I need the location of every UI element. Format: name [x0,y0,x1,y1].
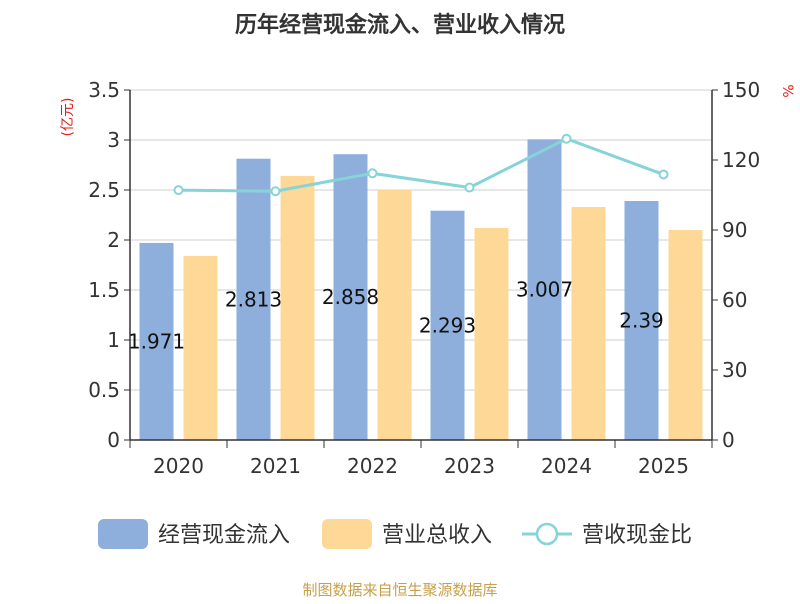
y-left-unit-label: (亿元) [60,98,76,137]
bar-cash-inflow [527,139,562,441]
line-point [270,186,281,197]
line-path [178,137,665,193]
bar-revenue [474,228,509,440]
y-right-tick-label: 90 [722,218,747,242]
line-point [173,185,184,196]
y-left-tick-label: 1.5 [88,278,120,302]
bar-series [139,139,703,441]
legend-item-cash-inflow-swatch [98,519,148,549]
source-note: 制图数据来自恒生聚源数据库 [302,581,497,599]
legend: 经营现金流入 营业总收入 营收现金比 [98,519,692,549]
data-label: 2.813 [225,287,282,311]
y-left-tick-label: 0.5 [88,378,120,402]
bar-cash-inflow [236,158,271,440]
y-right-tick-label: 0 [722,428,735,452]
y-right-unit-label: % [779,84,795,97]
y-right-tick-label: 30 [722,358,747,382]
legend-item-cash-inflow-label: 经营现金流入 [158,523,290,548]
bar-revenue [571,207,606,440]
data-label: 2.858 [322,285,379,309]
x-tick-label: 2020 [153,454,204,478]
data-labels: 1.971 2.813 2.858 2.293 3.007 2.39 [128,278,664,354]
x-tick-label: 2024 [541,454,592,478]
x-tick-label: 2023 [444,454,495,478]
legend-item-revenue-swatch [322,519,372,549]
y-left-tick-label: 0 [107,428,120,452]
line-point [561,133,572,144]
legend-item-revenue-label: 营业总收入 [382,523,492,548]
bar-cash-inflow [333,154,368,440]
axes: 0 0.5 1 1.5 2 2.5 3 3.5 0 30 60 90 120 150 2020 2021 202… [88,78,760,478]
legend-item-ratio-label: 营收现金比 [582,523,692,548]
bar-cash-inflow [430,210,465,440]
data-label: 2.293 [419,313,476,337]
y-right-tick-label: 120 [722,148,760,172]
bar-revenue [183,256,218,440]
bar-revenue [280,176,315,440]
line-series [173,133,669,197]
bar-revenue [377,190,412,440]
y-left-tick-label: 3.5 [88,78,120,102]
x-tick-label: 2022 [347,454,398,478]
data-label: 2.39 [619,309,664,333]
y-left-tick-label: 3 [107,128,120,152]
line-point [367,168,378,179]
data-label: 3.007 [516,278,573,302]
x-tick-label: 2021 [250,454,301,478]
bar-cash-inflow [624,201,659,440]
line-point [658,169,669,180]
line-point [464,182,475,193]
y-right-tick-label: 60 [722,288,747,312]
bar-cash-inflow [139,242,174,440]
data-label: 1.971 [128,329,185,353]
y-left-tick-label: 1 [107,328,120,352]
y-left-tick-label: 2.5 [88,178,120,202]
y-right-tick-label: 150 [722,78,760,102]
legend-item-ratio-swatch-marker [535,522,559,546]
chart-title: 历年经营现金流入、营业收入情况 [235,12,565,38]
x-tick-label: 2025 [638,454,689,478]
bar-revenue [668,230,703,440]
y-left-tick-label: 2 [107,228,120,252]
